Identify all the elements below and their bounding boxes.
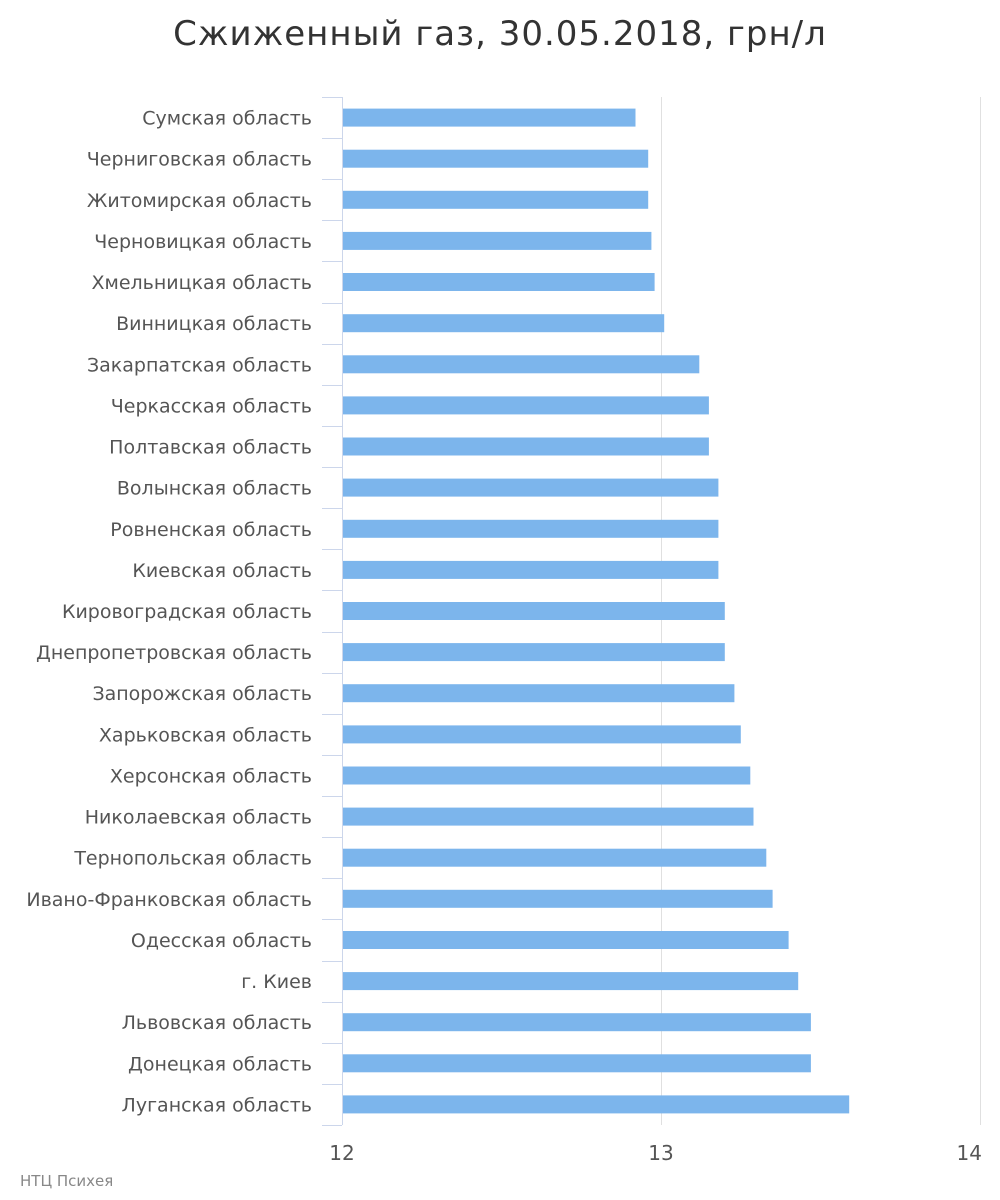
- category-label: Хмельницкая область: [91, 272, 312, 294]
- bar[interactable]: [343, 1095, 850, 1114]
- bar[interactable]: [343, 314, 665, 333]
- bar[interactable]: [343, 848, 767, 867]
- bar[interactable]: [343, 519, 719, 538]
- bar[interactable]: [343, 190, 649, 209]
- bar[interactable]: [343, 273, 655, 291]
- category-label: Волынская область: [117, 478, 312, 500]
- bar[interactable]: [343, 231, 652, 250]
- category-label: Тернопольская область: [73, 848, 312, 870]
- bar[interactable]: [343, 560, 719, 579]
- credit-text: НТЦ Психея: [20, 1172, 114, 1190]
- bar[interactable]: [343, 643, 725, 662]
- category-label: Запорожская область: [92, 683, 312, 705]
- value-tick-label: 14: [957, 1141, 982, 1165]
- category-label: Херсонская область: [110, 766, 312, 788]
- bar[interactable]: [343, 931, 789, 949]
- category-label: Житомирская область: [87, 190, 312, 212]
- bar[interactable]: [343, 1054, 811, 1073]
- category-label: Сумская область: [142, 108, 312, 130]
- category-label: Ивано-Франковская область: [26, 889, 312, 911]
- bar[interactable]: [343, 972, 799, 991]
- category-label: Днепропетровская область: [36, 642, 312, 664]
- bar[interactable]: [343, 766, 751, 785]
- bar[interactable]: [343, 478, 719, 497]
- bar[interactable]: [343, 149, 649, 168]
- bar-series: [343, 108, 850, 1114]
- category-label: г. Киев: [241, 971, 312, 993]
- category-label: Винницкая область: [116, 313, 312, 335]
- category-label: Киевская область: [132, 560, 312, 582]
- value-axis-labels: 12 13 14: [329, 1141, 982, 1165]
- value-tick-label: 12: [329, 1141, 354, 1165]
- bar[interactable]: [343, 355, 700, 374]
- bar[interactable]: [343, 108, 636, 127]
- category-label: Черниговская область: [87, 149, 312, 171]
- category-label: Кировоградская область: [62, 601, 312, 623]
- bar[interactable]: [343, 437, 709, 456]
- category-label: Луганская область: [122, 1094, 312, 1116]
- category-labels: Сумская область Черниговская область Житом…: [26, 108, 312, 1117]
- category-label: Закарпатская область: [87, 354, 312, 376]
- category-label: Николаевская область: [85, 807, 312, 829]
- bar[interactable]: [343, 889, 773, 908]
- bar[interactable]: [343, 1013, 811, 1032]
- category-label: Черновицкая область: [94, 231, 312, 253]
- bar[interactable]: [343, 684, 735, 703]
- category-label: Харьковская область: [99, 724, 312, 746]
- category-label: Ровненская область: [110, 519, 312, 541]
- category-axis: [322, 97, 343, 1126]
- bar[interactable]: [343, 725, 741, 744]
- category-label: Одесская область: [131, 930, 312, 952]
- category-label: Черкасская область: [111, 395, 312, 417]
- bar[interactable]: [343, 602, 725, 620]
- category-label: Донецкая область: [128, 1053, 312, 1075]
- bar[interactable]: [343, 807, 754, 826]
- value-tick-label: 13: [648, 1141, 673, 1165]
- chart-title: Сжиженный газ, 30.05.2018, грн/л: [173, 14, 827, 54]
- category-label: Полтавская область: [109, 437, 312, 459]
- category-label: Львовская область: [122, 1012, 312, 1034]
- bar[interactable]: [343, 396, 709, 415]
